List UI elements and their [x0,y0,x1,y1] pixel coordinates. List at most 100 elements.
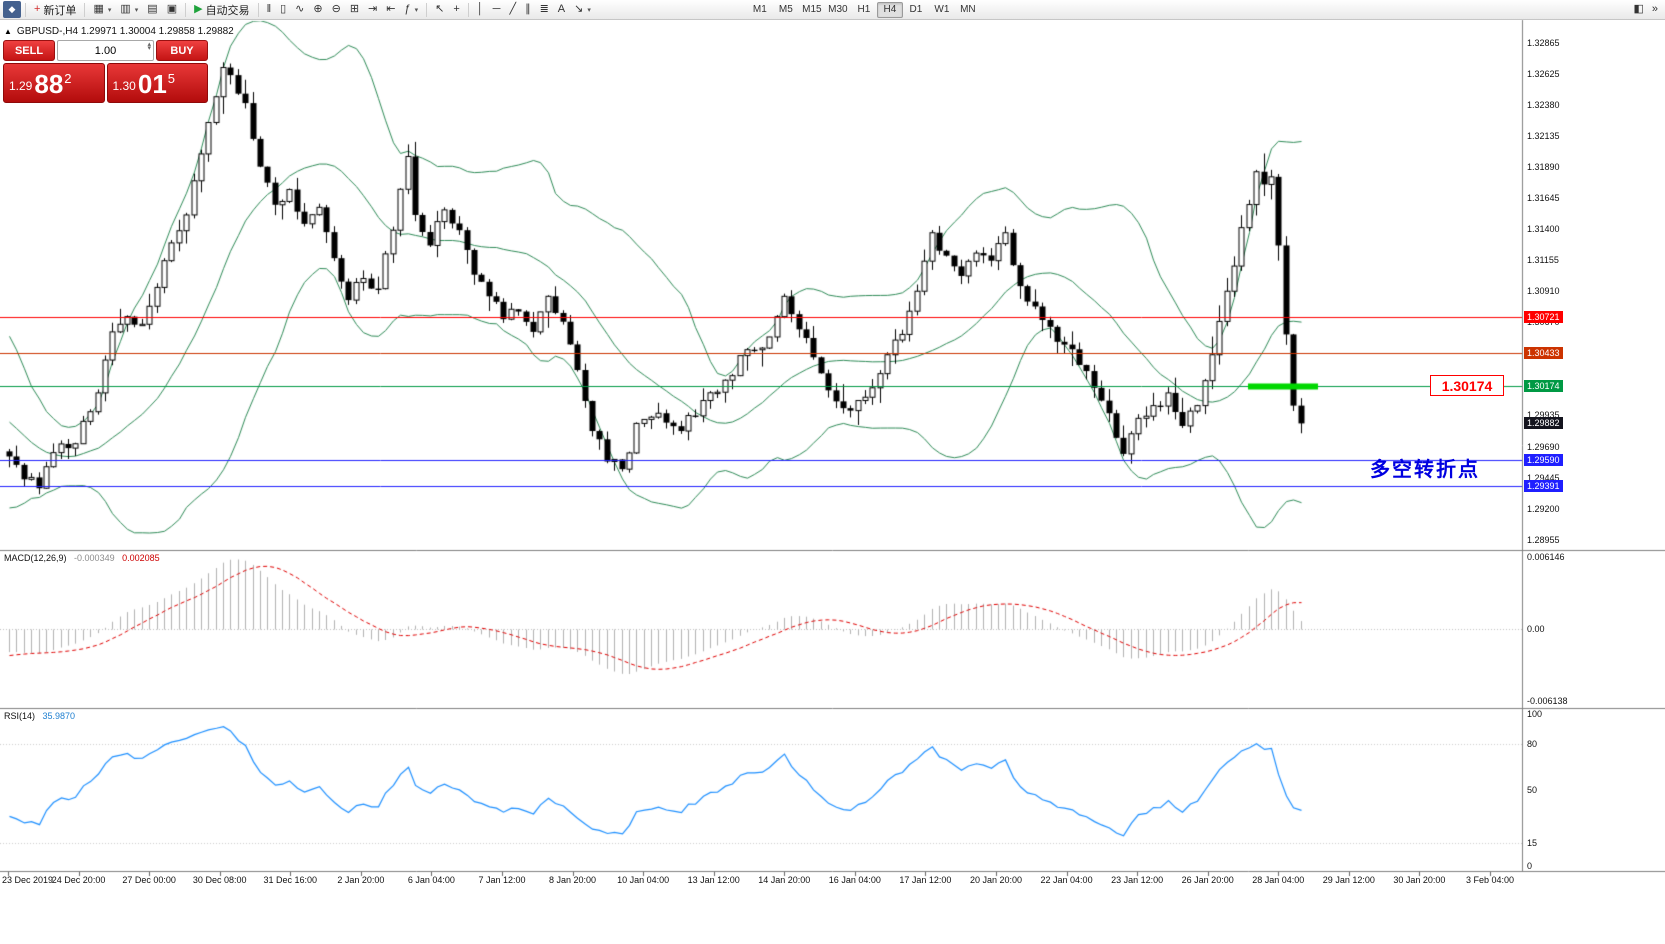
time-axis-label: 27 Dec 00:00 [122,875,176,885]
fibonacci-button[interactable]: ≣ [539,3,549,15]
tile-windows-button[interactable]: ⊞ [349,3,360,15]
history-center-button[interactable]: ▣ [166,3,178,15]
timeframe-M30[interactable]: M30 [828,4,848,15]
macd-axis-label: 0.006146 [1527,552,1565,562]
time-axis-label: 8 Jan 20:00 [549,875,597,885]
rsi-panel-separator[interactable] [0,707,1665,710]
level-price-tag: 1.30433 [1524,347,1563,360]
macd-panel-separator[interactable] [0,549,1665,552]
crosshair-button[interactable]: + [453,3,460,15]
timeframe-H4[interactable]: H4 [876,1,903,18]
sell-button[interactable]: SELL [3,40,55,61]
cursor-button[interactable]: ↖ [435,3,445,15]
new-chart-button[interactable]: ▦ ▾ [93,3,112,15]
rsi-axis-label: 80 [1527,739,1538,749]
window-layout-button[interactable]: ◧ [1633,3,1644,15]
turning-point-note[interactable]: 多空转折点 [1370,459,1480,481]
zoom-out-button[interactable]: ⊖ [331,3,341,15]
volume-input[interactable]: 1.00 ▴ ▾ [57,40,154,61]
time-axis-label: 29 Jan 12:00 [1322,875,1375,885]
price-axis-label: 1.32625 [1527,68,1560,79]
time-axis-label: 22 Jan 04:00 [1040,875,1093,885]
indicators-button[interactable]: ƒ ▾ [404,3,419,15]
time-axis-label: 17 Jan 12:00 [899,875,952,885]
time-axis-label: 24 Dec 20:00 [51,875,106,885]
time-axis-label: 3 Feb 04:00 [1465,875,1514,885]
time-axis-label: 28 Jan 04:00 [1252,875,1305,885]
zoom-in-button[interactable]: ⊕ [313,3,323,15]
horizontal-line-button[interactable]: ─ [492,3,501,15]
oct-collapse-arrow-icon[interactable]: ▲ [4,27,12,36]
timeframe-MN[interactable]: MN [960,4,976,15]
profiles-button[interactable]: ▥ ▾ [120,3,139,15]
price-axis[interactable]: 1.32865 1.32625 1.32380 1.32135 1.31890 1.316… [1523,20,1665,880]
time-axis-label: 26 Jan 20:00 [1181,875,1234,885]
toolbar-separator [257,2,259,17]
vertical-line-button[interactable]: │ [476,3,484,15]
line-chart-button[interactable]: ∿ [295,3,305,15]
auto-scroll-button[interactable]: ⇥ [368,3,378,15]
macd-name: MACD(12,26,9) [4,553,67,563]
time-axis-label: 31 Dec 16:00 [263,875,318,885]
time-axis-label: 13 Jan 12:00 [687,875,740,885]
one-click-trading-panel: SELL 1.00 ▴ ▾ BUY 1.29 88 2 1.30 01 5 [3,40,208,103]
toolbar-separator [84,2,86,17]
rsi-axis-label: 0 [1527,861,1533,871]
price-level-label[interactable]: 1.30174 [1430,375,1504,397]
channel-button[interactable]: ∥ [525,3,531,15]
level-price-tag: 1.29391 [1524,479,1563,492]
timeframe-M5[interactable]: M5 [778,4,793,15]
text-button[interactable]: A [557,3,566,15]
timeframe-H1[interactable]: H1 [857,4,871,15]
rsi-indicator-label: RSI(14) 35.9870 [4,711,75,721]
volume-down-button[interactable]: ▾ [147,45,151,53]
price-axis-label: 1.29935 [1527,410,1560,421]
candlestick-chart-button[interactable]: ▯ [280,3,287,15]
timeframe-M15[interactable]: M15 [802,4,822,15]
timeframe-M1[interactable]: M1 [752,4,767,15]
macd-main-value: -0.000349 [74,553,115,563]
macd-axis-label: -0.006138 [1527,696,1568,706]
autotrading-button[interactable]: ▶ 自动交易 [194,3,250,17]
buy-price-button[interactable]: 1.30 01 5 [106,63,208,103]
price-axis-label: 1.31645 [1527,193,1560,204]
arrow-tools-button[interactable]: ↘ ▾ [574,3,591,15]
buy-button[interactable]: BUY [156,40,208,61]
trendline-button[interactable]: ╱ [509,3,517,15]
price-axis-label: 1.29200 [1527,503,1560,514]
time-axis-label: 2 Jan 20:00 [337,875,385,885]
price-axis-label: 1.31890 [1527,161,1560,172]
bid-price-tag: 1.29882 [1524,417,1563,430]
rsi-axis-label: 50 [1527,785,1538,795]
sell-price-pip: 2 [64,71,72,86]
level-price-tag: 1.29590 [1524,454,1563,467]
new-order-button[interactable]: + 新订单 [34,3,77,17]
time-axis[interactable]: 23 Dec 2019 24 Dec 20:00 27 Dec 00:00 30 De… [0,873,1665,889]
bar-chart-button[interactable]: ‖ [266,3,272,15]
app-icon[interactable]: ◆ [3,1,21,18]
price-axis-label: 1.30910 [1527,286,1560,297]
chart-shift-button[interactable]: ⇤ [386,3,396,15]
buy-price-pip: 5 [167,71,176,86]
volume-up-button[interactable]: ▴ [147,41,151,48]
rsi-axis-label: 15 [1527,838,1538,848]
price-axis-label: 1.31155 [1527,255,1559,266]
time-axis-label: 20 Jan 20:00 [969,875,1022,885]
timeframe-W1[interactable]: W1 [934,4,950,15]
data-window-button[interactable]: ▤ [147,3,158,15]
time-axis-label: 23 Dec 2019 [2,875,54,885]
level-price-tag: 1.30721 [1524,310,1563,323]
toolbar-separator [25,2,26,17]
timeframe-D1[interactable]: D1 [909,4,923,15]
sell-price-button[interactable]: 1.29 88 2 [3,63,105,103]
toolbar-overflow-button[interactable]: » [1651,3,1658,15]
chart-title-text: GBPUSD-,H4 1.29971 1.30004 1.29858 1.298… [16,26,234,37]
chart-title: ▲ GBPUSD-,H4 1.29971 1.30004 1.29858 1.2… [4,26,234,37]
buy-price-big: 01 [137,69,167,100]
macd-axis-label: 0.00 [1527,624,1545,634]
time-axis-label: 14 Jan 20:00 [758,875,811,885]
price-axis-label: 1.32380 [1527,99,1560,110]
time-axis-label: 30 Dec 08:00 [192,875,247,885]
volume-spinner: ▴ ▾ [147,41,151,53]
